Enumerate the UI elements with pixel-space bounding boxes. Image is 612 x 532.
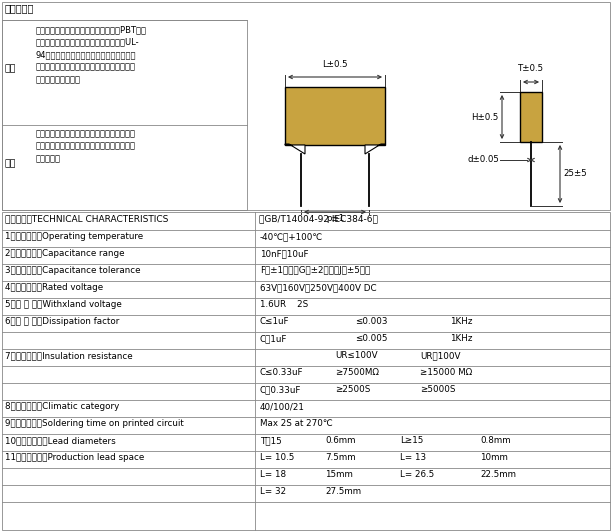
Text: ≥15000 MΩ: ≥15000 MΩ [420, 368, 472, 377]
Text: T＜15: T＜15 [260, 436, 282, 445]
Text: L≥15: L≥15 [400, 436, 424, 445]
Text: 1KHz: 1KHz [450, 317, 472, 326]
Bar [2, 2, 610, 210]
Bar [520, 92, 542, 142]
Text: L= 26.5: L= 26.5 [400, 470, 435, 479]
Text: 10、导线直径：Lead diameters: 10、导线直径：Lead diameters [5, 436, 116, 445]
Text: 控制、精确延时、积分、微分和时控电路中的: 控制、精确延时、积分、微分和时控电路中的 [36, 142, 136, 151]
Text: 1KHz: 1KHz [450, 334, 472, 343]
Text: 本产品适用于精密仪器仪表，广泛应用于逻辑: 本产品适用于精密仪器仪表，广泛应用于逻辑 [36, 129, 136, 138]
Text: -40℃～+100℃: -40℃～+100℃ [260, 232, 323, 241]
Text: Max 2S at 270℃: Max 2S at 270℃ [260, 419, 333, 428]
Text: （GB/T14004-92 IEC384-6）: （GB/T14004-92 IEC384-6） [259, 214, 378, 223]
Text: ≥7500MΩ: ≥7500MΩ [335, 368, 379, 377]
Text: 27.5mm: 27.5mm [325, 487, 361, 496]
Text: d±0.05: d±0.05 [467, 155, 499, 164]
Text: H±0.5: H±0.5 [472, 112, 499, 121]
Text: 2、容量范围：Capacitance range: 2、容量范围：Capacitance range [5, 249, 124, 258]
Bar [2, 212, 610, 530]
Text: C＞0.33uF: C＞0.33uF [260, 385, 301, 394]
Text: 基准元件。: 基准元件。 [36, 154, 61, 163]
Text: 0.8mm: 0.8mm [480, 436, 510, 445]
Text: 用途: 用途 [5, 159, 17, 168]
Text: C＞1uF: C＞1uF [260, 334, 288, 343]
Text: 9、耐焊接热：Soldering time on printed circuit: 9、耐焊接热：Soldering time on printed circuit [5, 419, 184, 428]
Text: L= 18: L= 18 [260, 470, 286, 479]
Text: 63V，160V，250V，400V DC: 63V，160V，250V，400V DC [260, 283, 376, 292]
Text: 8、气候类别：Climatic category: 8、气候类别：Climatic category [5, 402, 119, 411]
Text: F（±1％）；G（±2％）；J（±5％）: F（±1％）；G（±2％）；J（±5％） [260, 266, 370, 275]
Text: 15mm: 15mm [325, 470, 353, 479]
Text: 温塑壳和环氧树脂密封，其阻燃特性符合UL-: 温塑壳和环氧树脂密封，其阻燃特性符合UL- [36, 37, 140, 46]
Text: 技术指标：TECHNICAL CHARACTERISTICS: 技术指标：TECHNICAL CHARACTERISTICS [5, 214, 168, 223]
Text: 11、产品脚距：Production lead space: 11、产品脚距：Production lead space [5, 453, 144, 462]
Text: 40/100/21: 40/100/21 [260, 402, 305, 411]
Text: 高、体积小、容量大和良好的自愈性能，容量: 高、体积小、容量大和良好的自愈性能，容量 [36, 62, 136, 71]
Bar [285, 87, 385, 145]
Text: 1.6UR    2S: 1.6UR 2S [260, 300, 308, 309]
Text: 94标准，具有电性能优良、可靠性好、耐温: 94标准，具有电性能优良、可靠性好、耐温 [36, 50, 136, 59]
Text: 7.5mm: 7.5mm [325, 453, 356, 462]
Text: 10nF～10uF: 10nF～10uF [260, 249, 308, 258]
Text: 7、绝缘电阻：Insulation resistance: 7、绝缘电阻：Insulation resistance [5, 351, 133, 360]
Text: 22.5mm: 22.5mm [480, 470, 516, 479]
Text: L= 32: L= 32 [260, 487, 286, 496]
Text: 随温度变化特别小。: 随温度变化特别小。 [36, 75, 81, 84]
Text: ≤0.003: ≤0.003 [355, 317, 387, 326]
Polygon shape [365, 144, 385, 154]
Text: ≥5000S: ≥5000S [420, 385, 455, 394]
Text: 特点及用途: 特点及用途 [5, 3, 34, 13]
Text: L= 13: L= 13 [400, 453, 426, 462]
Text: 特点: 特点 [5, 64, 17, 73]
Text: p±1: p±1 [326, 214, 344, 223]
Text: UR≤100V: UR≤100V [335, 351, 378, 360]
Text: ≥2500S: ≥2500S [335, 385, 370, 394]
Text: L±0.5: L±0.5 [322, 60, 348, 69]
Text: 3、允许偏差：Capacitance tolerance: 3、允许偏差：Capacitance tolerance [5, 266, 141, 275]
Text: 以金属化聚碳酸酯膜作介质和电极，用PBT耐高: 以金属化聚碳酸酯膜作介质和电极，用PBT耐高 [36, 25, 147, 34]
Bar [2, 20, 247, 210]
Text: 0.6mm: 0.6mm [325, 436, 356, 445]
Text: ≤0.005: ≤0.005 [355, 334, 387, 343]
Text: 10mm: 10mm [480, 453, 508, 462]
Text: 5、耐 电 压：Withxland voltage: 5、耐 电 压：Withxland voltage [5, 300, 122, 309]
Text: 1、使用温度：Operating temperature: 1、使用温度：Operating temperature [5, 232, 143, 241]
Text: C≤1uF: C≤1uF [260, 317, 289, 326]
Text: 6、损 耗 角：Dissipation factor: 6、损 耗 角：Dissipation factor [5, 317, 119, 326]
Text: 4、额定电压：Rated voltage: 4、额定电压：Rated voltage [5, 283, 103, 292]
Text: T±0.5: T±0.5 [518, 64, 544, 73]
Text: 25±5: 25±5 [563, 170, 587, 179]
Text: L= 10.5: L= 10.5 [260, 453, 294, 462]
Text: C≤0.33uF: C≤0.33uF [260, 368, 304, 377]
Text: UR＞100V: UR＞100V [420, 351, 460, 360]
Polygon shape [285, 144, 305, 154]
